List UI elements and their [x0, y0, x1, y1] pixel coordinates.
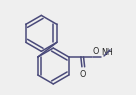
Text: O: O — [92, 48, 99, 57]
Text: O: O — [79, 70, 86, 79]
Text: NH: NH — [101, 48, 113, 57]
